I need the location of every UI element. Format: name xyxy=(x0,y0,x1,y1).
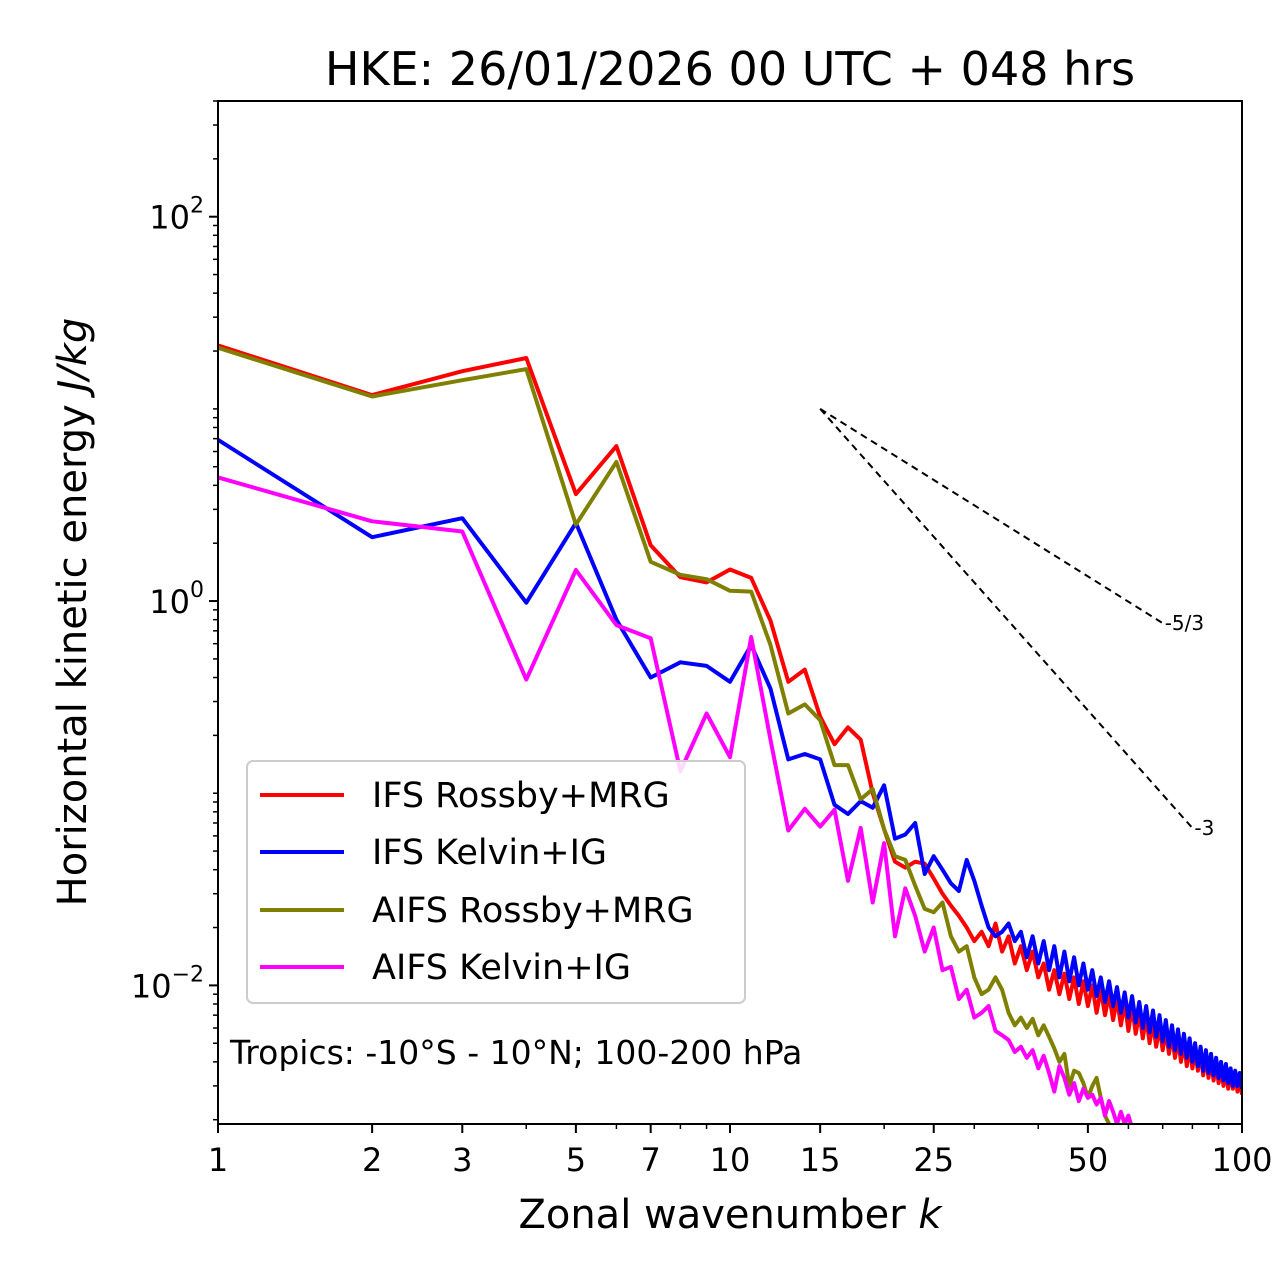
series-layer xyxy=(218,343,1242,1124)
series-line-ifs-kelvin-ig xyxy=(218,438,1242,1089)
legend-label-ifs-kelvin: IFS Kelvin+IG xyxy=(372,833,607,873)
reference-slope-line xyxy=(819,408,1194,829)
x-axis-label-text: Zonal wavenumber xyxy=(518,1192,906,1238)
x-tick-label: 7 xyxy=(641,1141,661,1179)
reference-slopes: -5/3 -3 xyxy=(819,408,1214,840)
y-tick-label: 10−2 xyxy=(131,962,204,1005)
reference-slope-label: -3 xyxy=(1194,816,1214,840)
legend-label-aifs-kelvin: AIFS Kelvin+IG xyxy=(372,948,631,988)
y-axis: 102 100 10−2 xyxy=(131,100,218,1121)
y-tick-label: 102 xyxy=(149,194,204,237)
y-axis-label: Horizontal kinetic energy J/kg xyxy=(50,318,96,907)
reference-slope-label: -5/3 xyxy=(1165,611,1204,635)
legend-label-aifs-rossby: AIFS Rossby+MRG xyxy=(372,891,694,931)
x-tick-label: 1 xyxy=(208,1141,228,1179)
legend: IFS Rossby+MRG IFS Kelvin+IG AIFS Rossby… xyxy=(246,760,746,1004)
x-tick-label: 15 xyxy=(800,1141,841,1179)
series-line-aifs-kelvin-ig xyxy=(218,475,1133,1124)
y-axis-label-text: Horizontal kinetic energy xyxy=(50,404,96,906)
y-axis-label-units: J/kg xyxy=(50,318,96,399)
x-tick-label: 3 xyxy=(452,1141,472,1179)
x-axis: 1 2 3 5 7 10 15 25 50 100 xyxy=(208,1124,1273,1179)
x-tick-label: 100 xyxy=(1211,1141,1272,1179)
x-tick-label: 10 xyxy=(710,1141,751,1179)
y-tick-label: 100 xyxy=(149,578,204,621)
x-axis-label: Zonal wavenumber k xyxy=(518,1192,943,1238)
series-line-aifs-rossby-mrg xyxy=(218,345,1112,1124)
chart-title: HKE: 26/01/2026 00 UTC + 048 hrs xyxy=(325,42,1135,96)
x-axis-label-var: k xyxy=(918,1192,943,1238)
x-tick-label: 2 xyxy=(362,1141,382,1179)
plot-area: -5/3 -3 xyxy=(217,100,1243,1125)
reference-slope-line xyxy=(819,408,1164,625)
region-annotation: Tropics: -10°S - 10°N; 100-200 hPa xyxy=(229,1033,802,1072)
x-tick-label: 25 xyxy=(913,1141,954,1179)
x-tick-label: 50 xyxy=(1068,1141,1109,1179)
legend-label-ifs-rossby: IFS Rossby+MRG xyxy=(372,776,670,816)
x-tick-label: 5 xyxy=(566,1141,586,1179)
legend-box xyxy=(246,760,746,1004)
